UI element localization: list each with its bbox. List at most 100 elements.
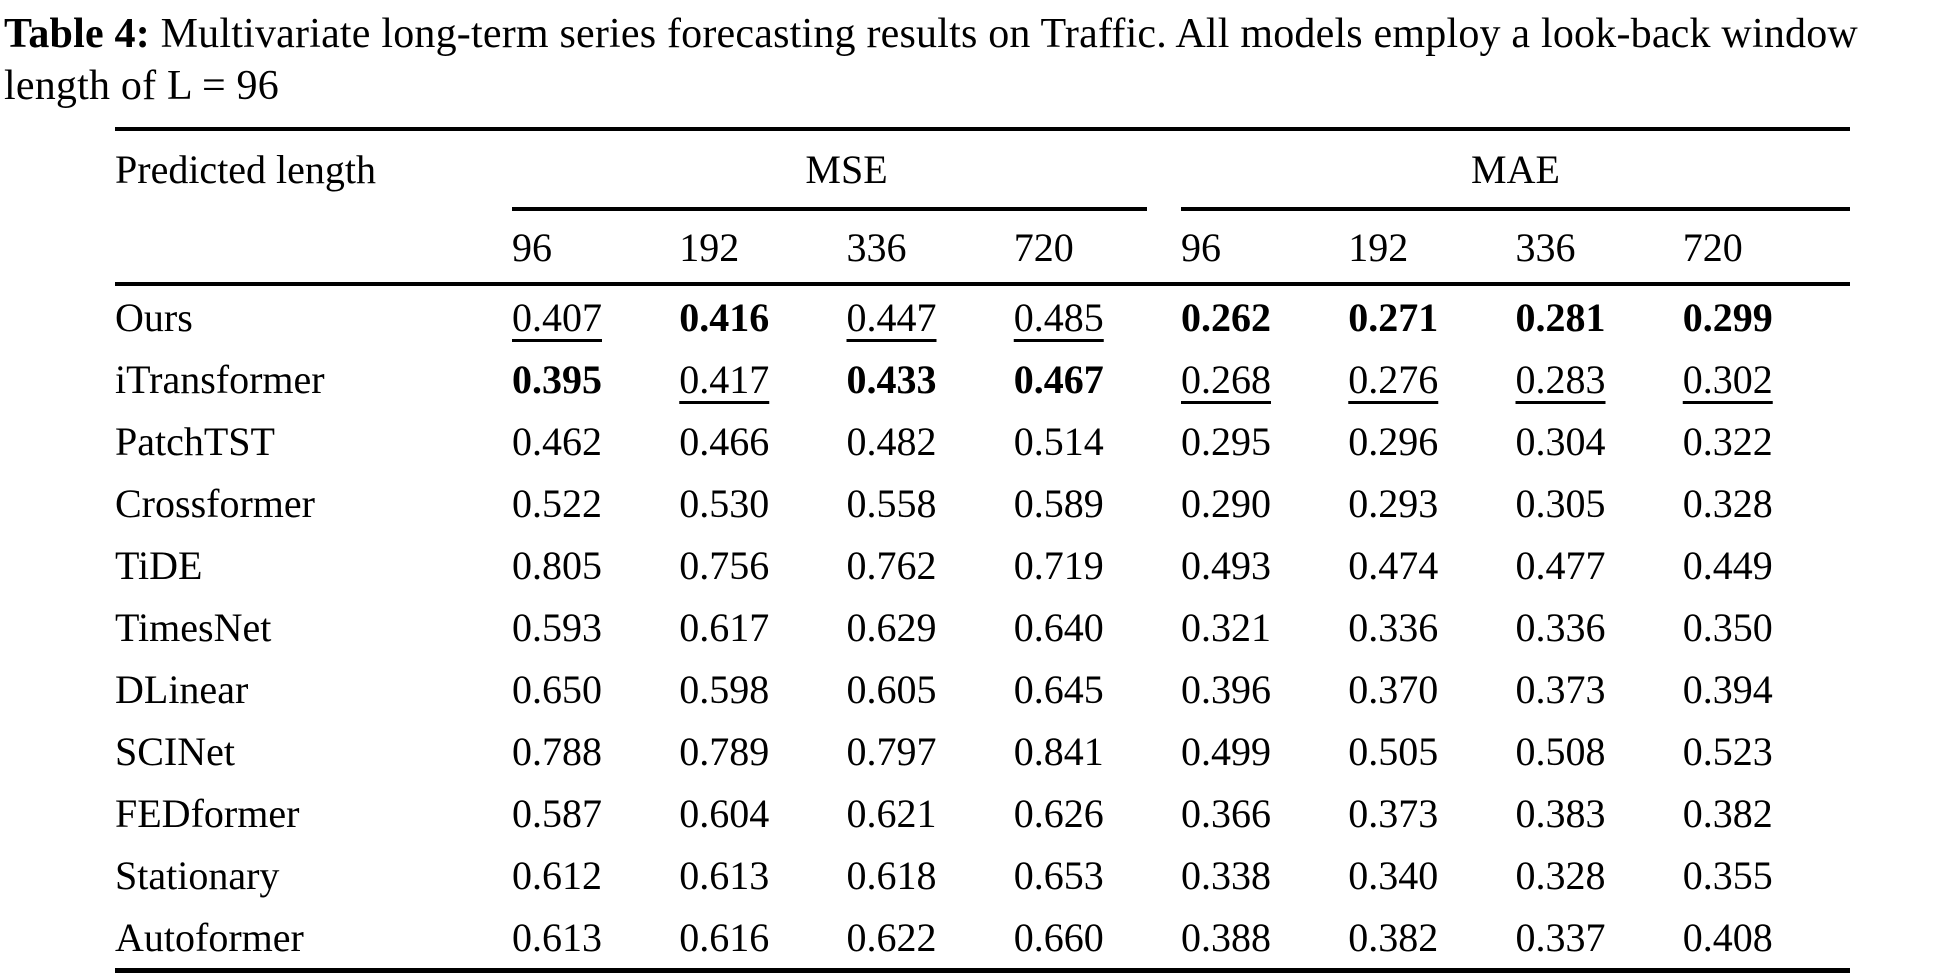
metric-value: 0.477 [1515, 542, 1606, 588]
value-cell: 0.841 [1014, 720, 1181, 782]
metric-group-mse: MSE [805, 146, 888, 192]
value-cell: 0.477 [1516, 534, 1683, 596]
metric-value: 0.640 [1013, 604, 1104, 650]
metric-value: 0.613 [512, 914, 602, 960]
model-name-cell: DLinear [115, 666, 249, 712]
metric-value: 0.617 [679, 604, 770, 650]
value-cell: 0.305 [1516, 472, 1683, 534]
value-cell: 0.268 [1181, 348, 1348, 410]
value-cell: 0.505 [1348, 720, 1515, 782]
metric-value: 0.797 [846, 728, 937, 774]
value-cell: 0.396 [1181, 658, 1348, 720]
value-cell: 0.605 [847, 658, 1014, 720]
value-cell: 0.626 [1014, 782, 1181, 844]
value-cell: 0.338 [1181, 844, 1348, 906]
metric-value: 0.299 [1682, 294, 1773, 340]
value-cell: 0.530 [679, 472, 846, 534]
value-cell: 0.449 [1683, 534, 1850, 596]
model-name-cell: Autoformer [115, 914, 304, 960]
value-cell: 0.613 [679, 844, 846, 906]
mae-group-rule [1181, 207, 1850, 211]
metric-value: 0.449 [1682, 542, 1773, 588]
value-cell: 0.262 [1181, 286, 1348, 348]
value-cell: 0.336 [1516, 596, 1683, 658]
spacer-cell [115, 213, 512, 282]
metric-value: 0.383 [1515, 790, 1606, 836]
metric-value: 0.514 [1013, 418, 1104, 464]
metric-value: 0.416 [679, 294, 770, 340]
value-cell: 0.321 [1181, 596, 1348, 658]
value-cell: 0.416 [679, 286, 846, 348]
metric-value: 0.337 [1515, 914, 1606, 960]
metric-value: 0.508 [1515, 728, 1606, 774]
metric-value: 0.616 [679, 914, 770, 960]
value-cell: 0.293 [1348, 472, 1515, 534]
value-cell: 0.805 [512, 534, 679, 596]
value-cell: 0.508 [1516, 720, 1683, 782]
value-cell: 0.617 [679, 596, 846, 658]
value-cell: 0.302 [1683, 348, 1850, 410]
metric-value: 0.290 [1181, 480, 1271, 526]
metric-value: 0.382 [1682, 790, 1773, 836]
metric-value: 0.395 [512, 356, 602, 402]
value-cell: 0.408 [1683, 906, 1850, 968]
value-cell: 0.328 [1683, 472, 1850, 534]
value-cell: 0.366 [1181, 782, 1348, 844]
value-cell: 0.756 [679, 534, 846, 596]
table-caption-text: Multivariate long-term series forecastin… [4, 11, 1858, 109]
value-cell: 0.762 [847, 534, 1014, 596]
value-cell: 0.283 [1516, 348, 1683, 410]
metric-group-mae: MAE [1471, 146, 1560, 192]
metric-value: 0.618 [846, 852, 937, 898]
metric-value: 0.466 [679, 418, 770, 464]
metric-value: 0.505 [1348, 728, 1439, 774]
metric-value: 0.328 [1682, 480, 1773, 526]
value-cell: 0.616 [679, 906, 846, 968]
value-cell: 0.493 [1181, 534, 1348, 596]
table-caption-label: Table 4: [4, 11, 150, 57]
value-cell: 0.383 [1516, 782, 1683, 844]
subheader-mae-192: 192 [1348, 225, 1409, 270]
metric-value: 0.336 [1348, 604, 1439, 650]
metric-value: 0.296 [1348, 418, 1439, 464]
metric-value: 0.328 [1515, 852, 1606, 898]
value-cell: 0.373 [1516, 658, 1683, 720]
value-cell: 0.355 [1683, 844, 1850, 906]
metric-value: 0.660 [1013, 914, 1104, 960]
value-cell: 0.382 [1348, 906, 1515, 968]
value-cell: 0.629 [847, 596, 1014, 658]
value-cell: 0.328 [1516, 844, 1683, 906]
metric-value: 0.604 [679, 790, 770, 836]
table-top-rule [115, 127, 1850, 131]
header-bottom-rule [115, 282, 1850, 286]
metric-value: 0.558 [846, 480, 937, 526]
metric-value: 0.645 [1013, 666, 1104, 712]
value-cell: 0.337 [1516, 906, 1683, 968]
metric-value: 0.482 [846, 418, 937, 464]
value-cell: 0.613 [512, 906, 679, 968]
value-cell: 0.593 [512, 596, 679, 658]
value-cell: 0.417 [679, 348, 846, 410]
value-cell: 0.589 [1014, 472, 1181, 534]
value-cell: 0.290 [1181, 472, 1348, 534]
value-cell: 0.370 [1348, 658, 1515, 720]
value-cell: 0.514 [1014, 410, 1181, 472]
value-cell: 0.604 [679, 782, 846, 844]
value-cell: 0.295 [1181, 410, 1348, 472]
value-cell: 0.388 [1181, 906, 1348, 968]
metric-value: 0.493 [1181, 542, 1271, 588]
subheader-mse-96: 96 [512, 225, 552, 270]
metric-value: 0.598 [679, 666, 770, 712]
value-cell: 0.640 [1014, 596, 1181, 658]
metric-value: 0.474 [1348, 542, 1439, 588]
metric-value: 0.719 [1013, 542, 1104, 588]
metric-value: 0.587 [512, 790, 602, 836]
results-table: Predicted length MSE MAE 96 192 336 720 … [115, 127, 1850, 968]
subheader-mae-96: 96 [1181, 225, 1221, 270]
metric-value: 0.382 [1348, 914, 1439, 960]
metric-value: 0.408 [1682, 914, 1773, 960]
metric-value: 0.499 [1181, 728, 1271, 774]
value-cell: 0.797 [847, 720, 1014, 782]
value-cell: 0.271 [1348, 286, 1515, 348]
